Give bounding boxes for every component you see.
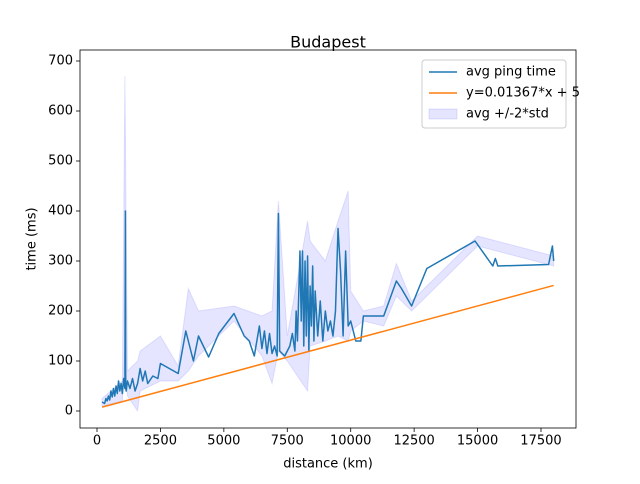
legend-label: avg ping time	[466, 65, 556, 80]
x-tick-label: 7500	[271, 434, 304, 449]
y-tick-label: 0	[65, 404, 73, 419]
x-tick-label: 0	[93, 434, 101, 449]
series-line	[101, 284, 554, 408]
y-tick-label: 600	[48, 104, 73, 119]
y-tick-label: 100	[48, 354, 73, 369]
y-tick-label: 200	[48, 304, 73, 319]
chart-title: Budapest	[290, 33, 366, 52]
x-tick-label: 2500	[144, 434, 177, 449]
std-band	[101, 75, 555, 413]
y-tick-label: 400	[48, 204, 73, 219]
y-tick-label: 300	[48, 254, 73, 269]
x-axis-label: distance (km)	[283, 457, 373, 472]
legend-label: y=0.01367*x + 5	[466, 86, 580, 101]
legend: avg ping time y=0.01367*x + 5 avg +/-2*std	[421, 59, 580, 129]
y-tick-label: 700	[48, 54, 73, 69]
legend-label: avg +/-2*std	[466, 107, 549, 122]
y-tick-label: 500	[48, 154, 73, 169]
series-line	[101, 210, 555, 405]
x-tick-label: 17500	[520, 434, 561, 449]
x-tick-label: 10000	[330, 434, 371, 449]
legend-box	[421, 59, 567, 129]
y-axis-label: time (ms)	[25, 207, 40, 270]
x-tick-label: 12500	[393, 434, 434, 449]
legend-swatch	[428, 108, 458, 120]
plot-frame	[79, 49, 577, 429]
x-tick-label: 15000	[457, 434, 498, 449]
x-tick-label: 5000	[207, 434, 240, 449]
